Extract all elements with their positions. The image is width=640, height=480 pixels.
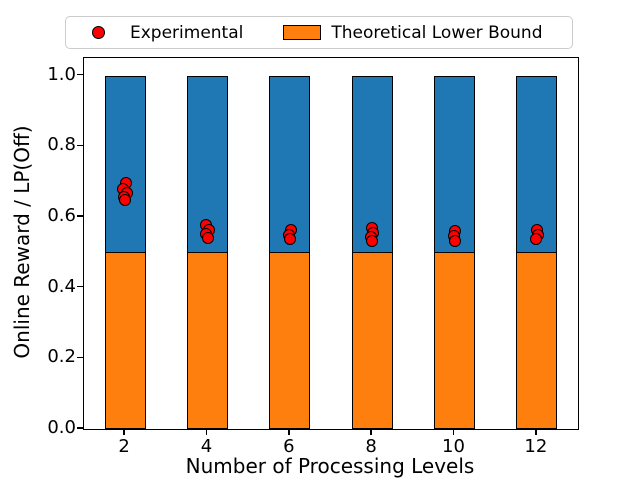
y-tick-label: 0.0 bbox=[47, 417, 76, 438]
plot-area bbox=[83, 57, 579, 430]
x-tick-label: 6 bbox=[283, 436, 295, 457]
bar-segment-lower-bound-bar-x6 bbox=[269, 252, 311, 429]
y-tick-mark bbox=[77, 215, 83, 217]
scatter-point bbox=[366, 235, 379, 248]
bar-segment-lower-bound-bar-x8 bbox=[351, 252, 393, 429]
y-tick-label: 0.2 bbox=[47, 346, 76, 368]
y-tick-mark bbox=[77, 356, 83, 359]
x-tick-label: 2 bbox=[118, 436, 130, 457]
y-tick-mark bbox=[77, 285, 83, 288]
lower-bound-swatch-icon bbox=[283, 25, 322, 40]
legend-label-theoretical-lower-bound: Theoretical Lower Bound bbox=[331, 22, 543, 43]
scatter-point bbox=[530, 233, 542, 246]
x-tick-mark bbox=[123, 429, 125, 435]
x-tick-label: 10 bbox=[442, 436, 465, 457]
bar-segment-lower-bound-bar-x2 bbox=[104, 252, 146, 429]
legend-item-theoretical-lower-bound: Theoretical Lower Bound bbox=[283, 23, 542, 43]
y-tick-mark bbox=[77, 427, 83, 429]
y-axis-label: Online Reward / LP(Off) bbox=[10, 125, 34, 359]
scatter-point bbox=[448, 235, 461, 248]
legend: Experimental Theoretical Lower Bound bbox=[65, 16, 573, 49]
x-tick-mark bbox=[370, 429, 372, 435]
legend-label-experimental: Experimental bbox=[130, 22, 244, 43]
x-tick-mark bbox=[205, 429, 208, 435]
x-tick-mark bbox=[288, 429, 290, 435]
scatter-point bbox=[201, 232, 214, 245]
x-tick-mark bbox=[452, 429, 455, 435]
bar-segment-lower-bound-bar-x4 bbox=[186, 252, 229, 429]
legend-item-experimental: Experimental bbox=[92, 23, 243, 43]
x-tick-label: 8 bbox=[365, 436, 377, 457]
y-tick-mark bbox=[77, 144, 83, 147]
scatter-point bbox=[119, 194, 132, 207]
x-tick-label: 4 bbox=[200, 436, 213, 457]
y-tick-label: 0.6 bbox=[47, 205, 76, 226]
x-axis-label: Number of Processing Levels bbox=[185, 454, 475, 478]
bar-segment-lower-bound-bar-x12 bbox=[516, 252, 558, 429]
x-tick-mark bbox=[535, 429, 537, 435]
y-tick-label: 1.0 bbox=[47, 63, 76, 85]
experimental-marker-icon bbox=[92, 26, 105, 39]
y-tick-label: 0.8 bbox=[47, 134, 76, 156]
bar-segment-lower-bound-bar-x10 bbox=[433, 252, 476, 429]
scatter-point bbox=[283, 233, 296, 246]
y-tick-label: 0.4 bbox=[47, 275, 76, 297]
y-tick-mark bbox=[77, 73, 83, 76]
x-tick-label: 12 bbox=[524, 436, 548, 457]
